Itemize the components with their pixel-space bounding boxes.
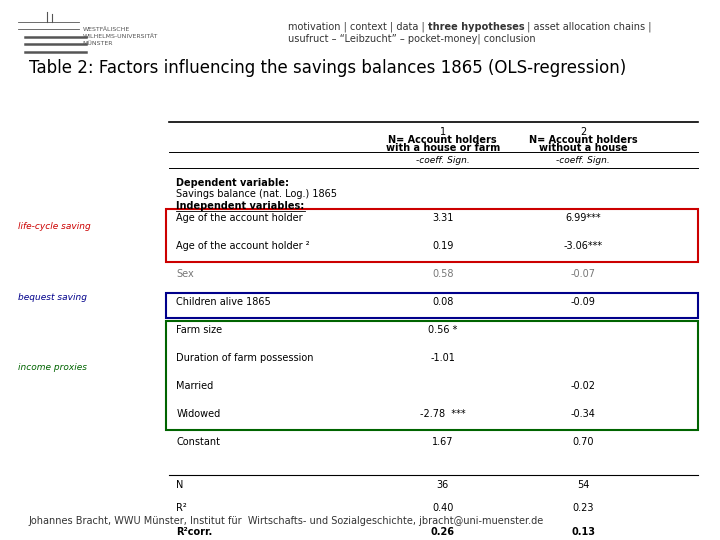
Text: income proxies: income proxies bbox=[18, 363, 87, 372]
Text: bequest saving: bequest saving bbox=[18, 293, 87, 301]
Text: N: N bbox=[176, 480, 184, 490]
Text: R²corr.: R²corr. bbox=[176, 527, 212, 537]
Text: 3.31: 3.31 bbox=[432, 213, 454, 223]
Text: 2: 2 bbox=[580, 127, 586, 137]
Text: 54: 54 bbox=[577, 480, 590, 490]
Text: Married: Married bbox=[176, 381, 214, 391]
Text: 0.23: 0.23 bbox=[572, 503, 594, 514]
Text: Children alive 1865: Children alive 1865 bbox=[176, 297, 271, 307]
Text: WESTFÄLISCHE
WILHELMS-UNIVERSITÄT
MÜNSTER: WESTFÄLISCHE WILHELMS-UNIVERSITÄT MÜNSTE… bbox=[83, 27, 158, 46]
Text: | asset allocation chains |: | asset allocation chains | bbox=[524, 22, 652, 32]
Text: Duration of farm possession: Duration of farm possession bbox=[176, 353, 314, 363]
Text: 1: 1 bbox=[440, 127, 446, 137]
Text: N= Account holders: N= Account holders bbox=[389, 135, 497, 145]
Text: Constant: Constant bbox=[176, 437, 220, 448]
Text: without a house: without a house bbox=[539, 143, 628, 153]
Text: -0.34: -0.34 bbox=[571, 409, 595, 420]
Text: Table 2: Factors influencing the savings balances 1865 (OLS-regression): Table 2: Factors influencing the savings… bbox=[29, 59, 626, 77]
Text: life-cycle saving: life-cycle saving bbox=[18, 222, 91, 231]
Text: N= Account holders: N= Account holders bbox=[529, 135, 637, 145]
Text: 0.19: 0.19 bbox=[432, 241, 454, 251]
Text: -coeff. Sign.: -coeff. Sign. bbox=[416, 156, 469, 165]
Text: Age of the account holder ²: Age of the account holder ² bbox=[176, 241, 310, 251]
Text: -coeff. Sign.: -coeff. Sign. bbox=[557, 156, 610, 165]
Text: Independent variables:: Independent variables: bbox=[176, 201, 305, 211]
Text: -3.06***: -3.06*** bbox=[564, 241, 603, 251]
Text: R²: R² bbox=[176, 503, 187, 514]
Text: Age of the account holder: Age of the account holder bbox=[176, 213, 303, 223]
Text: 1.67: 1.67 bbox=[432, 437, 454, 448]
Text: Dependent variable:: Dependent variable: bbox=[176, 178, 289, 188]
Text: usufruct – “Leibzucht” – pocket-money| conclusion: usufruct – “Leibzucht” – pocket-money| c… bbox=[288, 33, 536, 44]
Text: 0.70: 0.70 bbox=[572, 437, 594, 448]
Text: -1.01: -1.01 bbox=[431, 353, 455, 363]
Text: -0.07: -0.07 bbox=[571, 269, 595, 279]
Text: 0.58: 0.58 bbox=[432, 269, 454, 279]
Text: 0.26: 0.26 bbox=[431, 527, 455, 537]
Text: Farm size: Farm size bbox=[176, 325, 222, 335]
Text: -0.02: -0.02 bbox=[571, 381, 595, 391]
Text: -2.78  ***: -2.78 *** bbox=[420, 409, 466, 420]
Text: 36: 36 bbox=[436, 480, 449, 490]
Text: Johannes Bracht, WWU Münster, Institut für  Wirtschafts- und Sozialgeschichte, j: Johannes Bracht, WWU Münster, Institut f… bbox=[29, 516, 544, 526]
Text: -0.09: -0.09 bbox=[571, 297, 595, 307]
Text: with a house or farm: with a house or farm bbox=[386, 143, 500, 153]
Text: Savings balance (nat. Log.) 1865: Savings balance (nat. Log.) 1865 bbox=[176, 189, 338, 199]
Text: 6.99***: 6.99*** bbox=[565, 213, 601, 223]
Text: 0.08: 0.08 bbox=[432, 297, 454, 307]
Text: three hypotheses: three hypotheses bbox=[428, 22, 524, 32]
Text: Widowed: Widowed bbox=[176, 409, 220, 420]
Text: 0.13: 0.13 bbox=[571, 527, 595, 537]
Text: Sex: Sex bbox=[176, 269, 194, 279]
Text: 0.56 *: 0.56 * bbox=[428, 325, 457, 335]
Text: 0.40: 0.40 bbox=[432, 503, 454, 514]
Text: motivation | context | data |: motivation | context | data | bbox=[288, 22, 428, 32]
